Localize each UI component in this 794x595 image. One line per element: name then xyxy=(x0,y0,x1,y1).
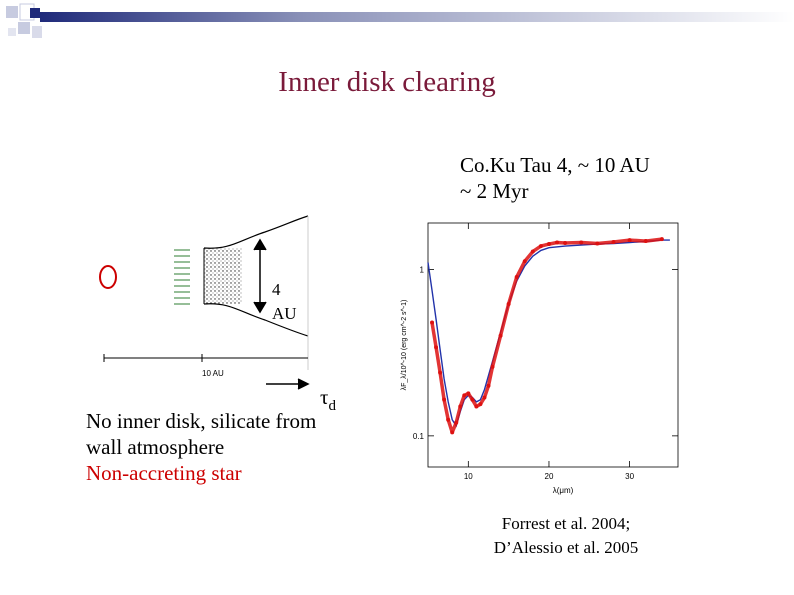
observed-data-point xyxy=(434,345,439,350)
observed-data-point xyxy=(470,397,475,402)
observed-data-point xyxy=(530,249,535,254)
observed-data-point xyxy=(563,241,568,246)
y-axis-label: λF_λ/10^-10 (erg cm^-2 s^-1) xyxy=(401,300,408,391)
sed-chart: 10 20 30 1 0.1 λ(μm) λF_λ/10^-10 (erg cm^-2 s… xyxy=(398,215,698,515)
observed-data-point xyxy=(454,420,459,425)
y-tick-label: 1 xyxy=(420,265,425,274)
disk-schematic: 10 AU xyxy=(90,210,360,410)
observed-data-point xyxy=(442,397,447,402)
observed-data-point xyxy=(490,364,495,369)
scale-label: 10 AU xyxy=(202,369,224,378)
observed-data-point xyxy=(514,275,519,280)
observed-data-point xyxy=(579,240,584,245)
wall-height-value: 4 xyxy=(272,280,281,299)
citation-line-2: D’Alessio et al. 2005 xyxy=(493,538,639,557)
observed-data-point xyxy=(474,404,479,409)
observed-data-point xyxy=(446,417,451,422)
observed-data-point xyxy=(611,240,616,245)
object-label: Co.Ku Tau 4, ~ 10 AU ~ 2 Myr xyxy=(460,152,650,204)
x-tick-label: 20 xyxy=(545,472,554,481)
tau-subscript: d xyxy=(328,398,336,414)
disk-schematic-graphic: 10 AU xyxy=(99,215,310,390)
observed-data-point xyxy=(506,301,511,306)
observed-data-point xyxy=(546,242,551,247)
observed-data-point xyxy=(595,241,600,246)
wall-height-arrow xyxy=(253,238,267,314)
observed-data-point xyxy=(498,333,503,338)
x-tick-label: 10 xyxy=(464,472,473,481)
observed-data-point xyxy=(659,237,664,242)
slide-title: Inner disk clearing xyxy=(278,66,496,98)
observed-data-point xyxy=(458,404,463,409)
star-icon xyxy=(99,265,117,289)
observed-spectrum-line xyxy=(430,237,663,435)
disk-wall xyxy=(204,248,242,304)
time-arrow xyxy=(266,378,310,390)
disk-surface-upper xyxy=(203,215,309,249)
observed-data-point xyxy=(627,238,632,243)
tau-label: τd xyxy=(320,385,336,414)
wall-height-unit: AU xyxy=(272,304,297,323)
plot-frame xyxy=(427,222,679,468)
disk-surface-lower xyxy=(203,303,309,337)
wall-height-label: 4 AU xyxy=(272,278,297,326)
citation: Forrest et al. 2004; D’Alessio et al. 20… xyxy=(466,512,666,560)
description-line-3: Non-accreting star xyxy=(86,461,242,485)
description-text: No inner disk, silicate from wall atmosp… xyxy=(86,408,316,486)
observed-data-point xyxy=(462,393,467,398)
tau-symbol: τ xyxy=(320,385,329,409)
description-line-2: wall atmosphere xyxy=(86,435,225,459)
observed-data-point xyxy=(430,320,435,325)
citation-line-1: Forrest et al. 2004; xyxy=(501,514,631,533)
object-age: ~ 2 Myr xyxy=(460,179,529,203)
description-line-1: No inner disk, silicate from xyxy=(86,409,317,433)
scale-bar xyxy=(103,354,308,362)
observed-data-point xyxy=(450,430,455,435)
object-name: Co.Ku Tau 4, ~ 10 AU xyxy=(460,153,650,177)
observed-data-point xyxy=(486,383,491,388)
observed-data-point xyxy=(482,395,487,400)
x-axis-label: λ(μm) xyxy=(553,486,574,495)
observed-data-point xyxy=(478,402,483,407)
corner-squares-graphic xyxy=(6,3,794,38)
observed-data-point xyxy=(555,240,560,245)
sed-chart-svg: 10 20 30 1 0.1 λ(μm) λF_λ/10^-10 (erg cm^-2 s… xyxy=(401,222,679,495)
x-tick-label: 30 xyxy=(625,472,634,481)
observed-data-point xyxy=(466,391,471,396)
observed-data-point xyxy=(438,370,443,375)
radiation-ticks xyxy=(174,249,190,305)
observed-data-point xyxy=(643,239,648,244)
observed-data-point xyxy=(522,259,527,264)
observed-data-point xyxy=(538,244,543,249)
y-tick-label: 0.1 xyxy=(413,432,425,441)
corner-decoration xyxy=(0,0,794,60)
